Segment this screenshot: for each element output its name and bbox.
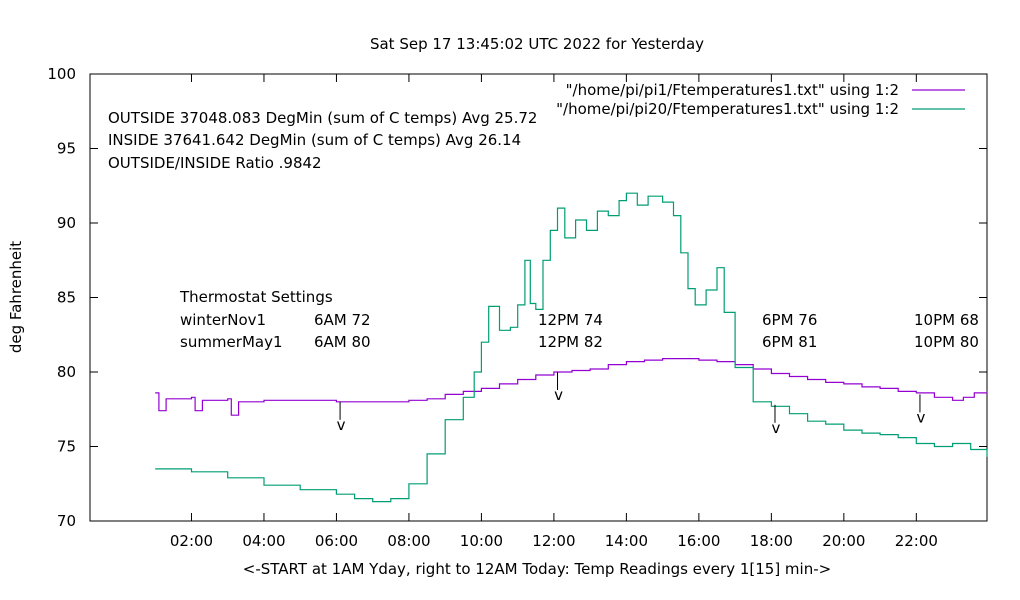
- summary-outside: OUTSIDE 37048.083 DegMin (sum of C temps…: [108, 109, 537, 127]
- x-tick-label: 08:00: [387, 532, 430, 550]
- legend-label-2: "/home/pi/pi20/Ftemperatures1.txt" using…: [556, 100, 899, 118]
- winter-10pm: 10PM 68: [914, 311, 979, 329]
- x-axis-ticks: 02:00 04:00 06:00 08:00 10:00 12:00 14:00 16:00…: [170, 74, 938, 550]
- summer-6am: 6AM 80: [314, 333, 371, 351]
- y-tick-label: 70: [57, 512, 76, 530]
- marker-arrow: v: [772, 419, 781, 437]
- series-line-1: [155, 358, 988, 416]
- y-tick-label: 95: [57, 140, 76, 158]
- thermostat-heading: Thermostat Settings: [179, 288, 333, 306]
- x-axis-label: <-START at 1AM Yday, right to 12AM Today…: [243, 560, 831, 578]
- legend-label-1: "/home/pi/pi1/Ftemperatures1.txt" using …: [566, 81, 899, 99]
- y-tick-label: 100: [47, 65, 76, 83]
- series-line-2: [155, 192, 988, 503]
- x-tick-label: 06:00: [315, 532, 358, 550]
- summary-ratio: OUTSIDE/INSIDE Ratio .9842: [108, 154, 322, 172]
- summer-label: summerMay1: [180, 333, 283, 351]
- summer-12pm: 12PM 82: [538, 333, 603, 351]
- x-tick-label: 14:00: [605, 532, 648, 550]
- legend: "/home/pi/pi1/Ftemperatures1.txt" using …: [556, 81, 965, 118]
- y-axis-label: deg Fahrenheit: [7, 241, 25, 353]
- winter-label: winterNov1: [180, 311, 266, 329]
- summary-inside: INSIDE 37641.642 DegMin (sum of C temps)…: [108, 131, 521, 149]
- x-tick-label: 02:00: [170, 532, 213, 550]
- summary-annotations: OUTSIDE 37048.083 DegMin (sum of C temps…: [108, 109, 537, 172]
- y-tick-label: 90: [57, 214, 76, 232]
- summer-10pm: 10PM 80: [914, 333, 979, 351]
- winter-12pm: 12PM 74: [538, 311, 603, 329]
- thermostat-settings: Thermostat Settings winterNov1 6AM 72 12…: [179, 288, 979, 351]
- x-tick-label: 20:00: [822, 532, 865, 550]
- y-tick-label: 75: [57, 438, 76, 456]
- x-tick-label: 12:00: [532, 532, 575, 550]
- x-tick-label: 04:00: [242, 532, 285, 550]
- series-lines: [155, 192, 988, 503]
- x-tick-label: 18:00: [750, 532, 793, 550]
- winter-6pm: 6PM 76: [762, 311, 817, 329]
- y-axis-ticks: 70 75 80 85 90 95 100: [47, 65, 987, 530]
- y-tick-label: 80: [57, 363, 76, 381]
- marker-arrow: v: [337, 416, 346, 434]
- chart-title: Sat Sep 17 13:45:02 UTC 2022 for Yesterd…: [370, 35, 704, 53]
- x-tick-label: 10:00: [460, 532, 503, 550]
- x-tick-label: 16:00: [677, 532, 720, 550]
- marker-arrow: v: [554, 386, 563, 404]
- summer-6pm: 6PM 81: [762, 333, 817, 351]
- x-tick-label: 22:00: [895, 532, 938, 550]
- setting-markers: v v v v: [337, 372, 926, 437]
- winter-6am: 6AM 72: [314, 311, 371, 329]
- y-tick-label: 85: [57, 289, 76, 307]
- marker-arrow: v: [917, 408, 926, 426]
